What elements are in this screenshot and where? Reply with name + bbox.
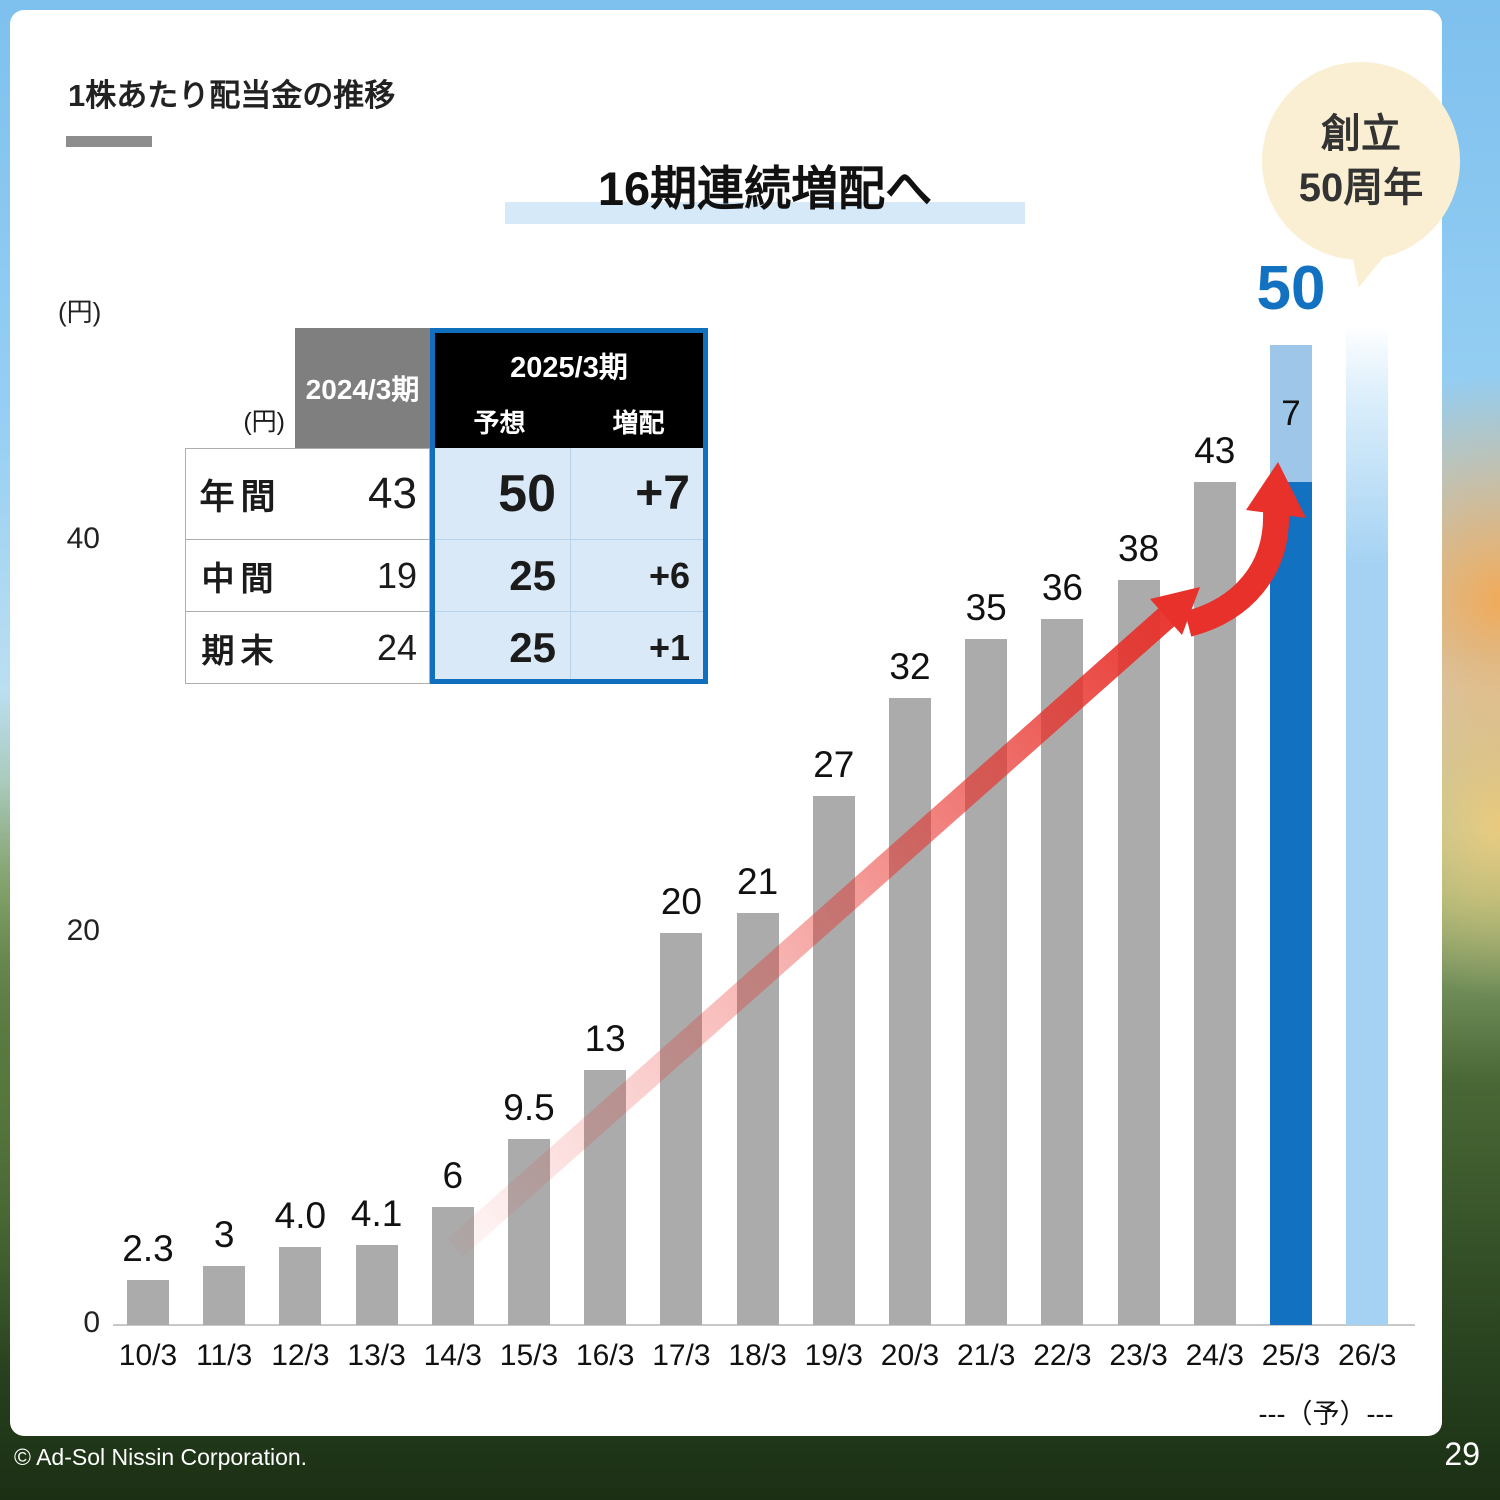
- table-unit-label: (円): [243, 408, 285, 436]
- bar-value-label-22/3: 36: [1041, 567, 1083, 609]
- anniversary-badge: 創立 50周年: [1262, 62, 1460, 260]
- table-cell-annual-forecast: 50: [430, 448, 570, 540]
- growth-arrow: [447, 462, 1306, 1257]
- table-row-label-interim: 中間: [185, 540, 295, 612]
- growth-arrow-curve: [1184, 511, 1290, 637]
- x-axis-label-19/3: 19/3: [804, 1339, 863, 1372]
- y-axis-tick-20: 20: [66, 914, 100, 947]
- table-cell-yearend-increase: +1: [570, 612, 708, 684]
- bar-11/3: [203, 1266, 246, 1325]
- headline-highlight-bar: [505, 202, 1025, 224]
- x-axis-label-16/3: 16/3: [575, 1339, 635, 1372]
- x-axis-label-21/3: 21/3: [956, 1339, 1016, 1372]
- x-axis-label-18/3: 18/3: [728, 1339, 787, 1372]
- bar-value-label-15/3: 9.5: [503, 1086, 555, 1128]
- bar-segment-value-label: 7: [1281, 393, 1301, 433]
- x-axis-label-10/3: 10/3: [118, 1339, 178, 1372]
- bar-value-label-12/3: 4.0: [274, 1194, 327, 1236]
- x-axis-label-23/3: 23/3: [1109, 1339, 1168, 1372]
- bar-value-label-13/3: 4.1: [350, 1192, 403, 1234]
- bar-value-label-11/3: 3: [213, 1214, 235, 1256]
- table-cell-interim-2024: 19: [295, 540, 430, 612]
- x-axis-label-17/3: 17/3: [652, 1339, 711, 1372]
- dividend-table: (円) 2024/3期 2025/3期 予想 増配 年間 43 50 +7 中間…: [185, 328, 708, 684]
- slide-card: 1株あたり配当金の推移 16期連続増配へ 創立 50周年 (円) 2.3 10/3…: [10, 10, 1460, 1436]
- table-cell-annual-increase: +7: [570, 448, 708, 540]
- x-axis-label-15/3: 15/3: [499, 1339, 559, 1372]
- bar-12/3: [279, 1246, 322, 1325]
- bar-20/3: [889, 697, 931, 1325]
- bar-value-label-14/3: 6: [442, 1155, 464, 1197]
- table-subheaders: 予想 増配: [430, 403, 708, 440]
- x-axis-label-22/3: 22/3: [1033, 1339, 1092, 1372]
- bar-17/3: [660, 933, 703, 1325]
- bar-13/3: [355, 1244, 398, 1325]
- x-axis-label-24/3: 24/3: [1185, 1339, 1244, 1372]
- table-cell-annual-2024: 43: [295, 448, 430, 540]
- bar-value-label-16/3: 13: [584, 1018, 626, 1060]
- headline: 16期連続増配へ: [597, 162, 933, 215]
- bar-26/3: [1346, 325, 1389, 1325]
- bar-23/3: [1117, 580, 1160, 1325]
- x-axis-label-20/3: 20/3: [880, 1339, 940, 1372]
- x-axis-label-11/3: 11/3: [196, 1339, 253, 1372]
- bar-value-label-25/3: 50: [1256, 254, 1326, 323]
- table-header-2025: 2025/3期 予想 増配: [430, 328, 708, 448]
- bar-value-label-20/3: 32: [889, 645, 931, 687]
- page-title: 1株あたり配当金の推移: [68, 78, 396, 113]
- table-cell-interim-increase: +6: [570, 540, 708, 612]
- x-axis-label-14/3: 14/3: [423, 1339, 482, 1372]
- x-axis-line: [113, 1324, 1415, 1326]
- bar-10/3: [127, 1279, 169, 1325]
- anniversary-badge-line2: 50周年: [1298, 166, 1424, 210]
- table-subheader-increase: 増配: [612, 408, 665, 438]
- growth-arrow-head-mid: [1150, 587, 1200, 635]
- table-header-2024: 2024/3期: [295, 328, 430, 448]
- table-row-label-yearend: 期末: [185, 612, 295, 684]
- y-axis-unit-label: (円): [58, 297, 102, 327]
- bar-value-label-19/3: 27: [813, 743, 855, 785]
- table-cell-yearend-2024: 24: [295, 612, 430, 684]
- forecast-note: ---（予）---: [1258, 1399, 1394, 1429]
- table-cell-interim-forecast: 25: [430, 540, 570, 612]
- table-header-2025-title: 2025/3期: [510, 352, 628, 384]
- y-axis-tick-40: 40: [66, 522, 100, 555]
- bar-value-label-17/3: 20: [660, 881, 702, 922]
- table-row-label-annual: 年間: [185, 448, 295, 540]
- bar-segment-25/3: [1270, 482, 1312, 1325]
- x-axis-label-13/3: 13/3: [347, 1339, 406, 1372]
- copyright: © Ad-Sol Nissin Corporation.: [14, 1444, 308, 1470]
- bar-value-label-10/3: 2.3: [122, 1227, 174, 1269]
- bar-value-label-21/3: 35: [965, 587, 1007, 628]
- table-cell-yearend-forecast: 25: [430, 612, 570, 684]
- x-axis-label-26/3: 26/3: [1337, 1339, 1397, 1372]
- bar-value-label-24/3: 43: [1194, 430, 1236, 472]
- bar-segment-25/3: 7: [1270, 345, 1312, 483]
- page-number: 29: [1444, 1436, 1480, 1472]
- bar-value-label-23/3: 38: [1118, 528, 1160, 570]
- x-axis-label-25/3: 25/3: [1261, 1339, 1321, 1372]
- table-subheader-forecast: 予想: [473, 408, 526, 438]
- growth-arrow-head-top: [1246, 462, 1306, 518]
- y-axis-tick-0: 0: [83, 1306, 100, 1339]
- title-underline: [66, 136, 152, 147]
- x-axis-label-12/3: 12/3: [271, 1339, 330, 1372]
- bar-value-label-18/3: 21: [737, 861, 779, 903]
- growth-arrow-line: [447, 598, 1186, 1257]
- anniversary-badge-line1: 創立: [1321, 112, 1401, 156]
